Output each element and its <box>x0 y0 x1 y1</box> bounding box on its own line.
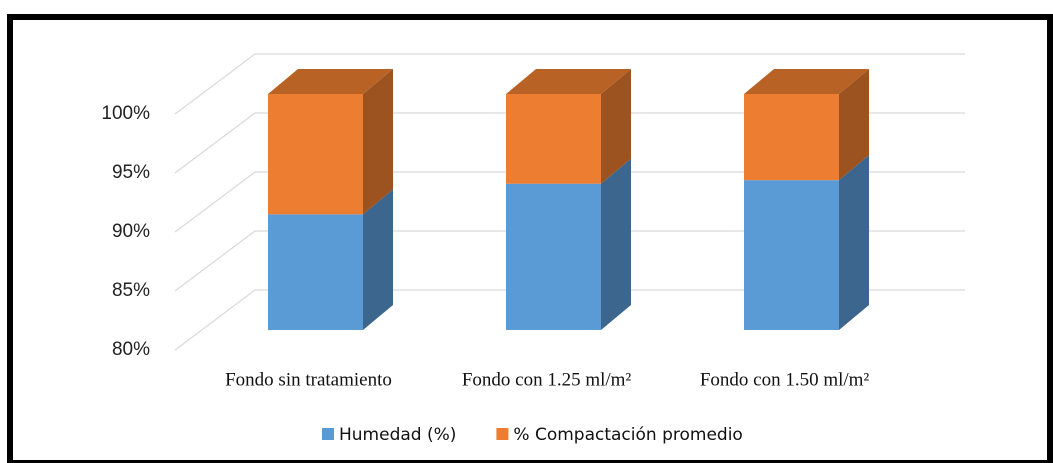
bar-front <box>744 180 839 330</box>
bar-side <box>601 69 631 184</box>
legend-swatch <box>496 428 509 440</box>
bar-top <box>744 69 869 94</box>
bar-side <box>601 158 631 330</box>
grid-line <box>174 112 965 174</box>
bar-segment <box>506 69 631 184</box>
y-tick-label: 80% <box>112 339 150 360</box>
bar-segment <box>268 69 393 215</box>
grid-line <box>174 230 965 292</box>
x-tick-label: Fondo con 1.50 ml/m² <box>700 369 870 390</box>
grid-line <box>174 53 965 115</box>
y-tick-label: 85% <box>112 280 150 301</box>
grid-line <box>174 289 965 351</box>
x-tick-label: Fondo sin tratamiento <box>225 369 392 390</box>
bar-front <box>268 214 363 330</box>
bar-side <box>839 69 869 181</box>
y-tick-label: 100% <box>101 103 150 124</box>
y-tick-label: 95% <box>112 162 150 183</box>
legend-label: Humedad (%) <box>339 425 456 445</box>
bar-front <box>506 94 601 184</box>
bar-top <box>506 69 631 94</box>
bar-front <box>268 94 363 215</box>
bar-segment <box>744 69 869 181</box>
y-tick-label: 90% <box>112 221 150 242</box>
x-tick-label: Fondo con 1.25 ml/m² <box>462 369 632 390</box>
bar-top <box>268 69 393 94</box>
bar-segment <box>506 158 631 330</box>
bar-side <box>363 69 393 215</box>
bar-front <box>744 94 839 181</box>
bar-segment <box>744 155 869 330</box>
bar-side <box>363 189 393 330</box>
legend-swatch <box>322 428 334 440</box>
bar-segment <box>268 189 393 330</box>
bar-front <box>506 183 601 330</box>
bar-side <box>839 155 869 330</box>
grid-line <box>174 171 965 233</box>
legend-label: % Compactación promedio <box>513 425 742 445</box>
